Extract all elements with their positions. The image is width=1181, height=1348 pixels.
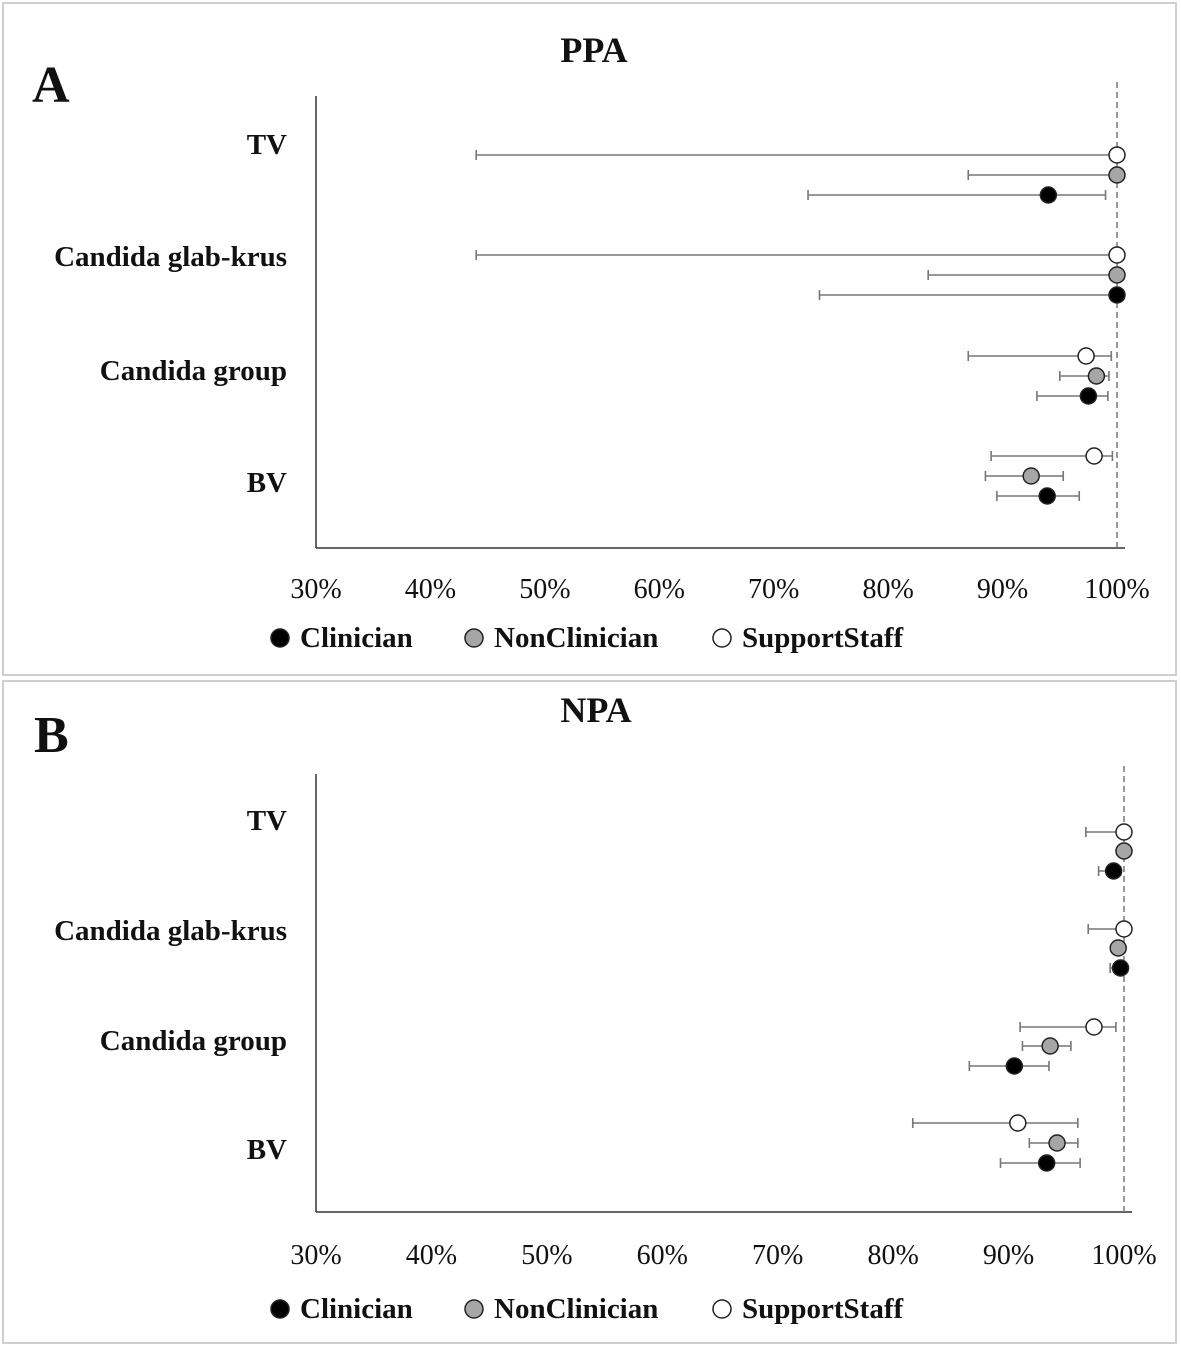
data-point — [1041, 1037, 1059, 1055]
data-point — [1048, 1134, 1066, 1152]
data-point — [1009, 1114, 1027, 1132]
category-label: Candida group — [100, 355, 287, 387]
data-point — [1085, 1018, 1103, 1036]
chart-title: PPA — [560, 30, 627, 70]
data-point — [1079, 387, 1098, 405]
x-tick-label: 60% — [637, 1240, 688, 1271]
data-point — [1108, 146, 1126, 164]
data-point — [1108, 266, 1126, 284]
x-tick-label: 40% — [405, 574, 456, 605]
chart-ppa: A PPA 30% 40% 50% 60% 70% 80% 90% 100% TV Candida g… — [32, 30, 1150, 654]
chart-npa: B NPA 30% 40% 50% 60% 70% 80% 90% 100% TV Candida g… — [34, 690, 1157, 1325]
x-tick-label: 70% — [748, 574, 799, 605]
legend-label: SupportStaff — [742, 622, 903, 654]
data-point — [1115, 842, 1133, 860]
category-label: BV — [247, 1134, 287, 1166]
x-tick-label: 50% — [519, 574, 570, 605]
x-tick-label: 80% — [867, 1240, 918, 1271]
data-point — [1077, 347, 1095, 365]
legend-marker — [712, 1299, 732, 1319]
x-tick-label: 40% — [406, 1240, 457, 1271]
x-tick-label: 30% — [290, 1240, 341, 1271]
data-point — [1022, 467, 1040, 485]
legend-marker — [712, 628, 732, 648]
legend-label: NonClinician — [494, 622, 658, 654]
category-label: Candida glab-krus — [54, 241, 287, 273]
x-tick-label: 80% — [862, 574, 913, 605]
data-point — [1104, 862, 1123, 880]
category-label: Candida glab-krus — [54, 915, 287, 947]
data-point — [1085, 447, 1103, 465]
category-label: BV — [247, 467, 287, 499]
x-tick-label: 90% — [977, 574, 1028, 605]
data-point — [1038, 487, 1056, 505]
data-point — [1108, 166, 1126, 184]
legend-label: Clinician — [300, 1293, 413, 1325]
panel-letter: B — [34, 707, 69, 764]
legend-marker — [464, 628, 484, 648]
x-tick-label: 60% — [634, 574, 685, 605]
category-label: TV — [247, 129, 287, 161]
data-point — [1115, 823, 1133, 841]
legend-marker — [270, 1299, 290, 1319]
legend-label: Clinician — [300, 622, 413, 654]
data-point — [1108, 246, 1126, 264]
data-point — [1087, 367, 1106, 385]
legend-label: NonClinician — [494, 1293, 658, 1325]
data-point — [1005, 1057, 1024, 1075]
x-tick-label: 30% — [290, 574, 341, 605]
x-tick-label: 100% — [1091, 1240, 1156, 1271]
x-tick-label: 70% — [752, 1240, 803, 1271]
data-point — [1111, 959, 1130, 977]
x-tick-label: 50% — [521, 1240, 572, 1271]
chart-title: NPA — [560, 690, 631, 730]
legend-marker — [270, 628, 290, 648]
category-label: Candida group — [100, 1025, 287, 1057]
data-point — [1108, 286, 1126, 304]
panel-b: B NPA 30% 40% 50% 60% 70% 80% 90% 100% TV Candida g… — [2, 680, 1177, 1344]
panel-a: A PPA 30% 40% 50% 60% 70% 80% 90% 100% TV Candida g… — [2, 2, 1177, 676]
data-point — [1109, 939, 1127, 957]
x-tick-label: 90% — [983, 1240, 1034, 1271]
data-point — [1037, 1154, 1056, 1172]
data-point — [1039, 186, 1058, 204]
category-label: TV — [247, 805, 287, 837]
data-point — [1115, 920, 1133, 938]
legend-label: SupportStaff — [742, 1293, 903, 1325]
panel-letter: A — [32, 57, 70, 114]
x-tick-label: 100% — [1084, 574, 1149, 605]
legend-marker — [464, 1299, 484, 1319]
